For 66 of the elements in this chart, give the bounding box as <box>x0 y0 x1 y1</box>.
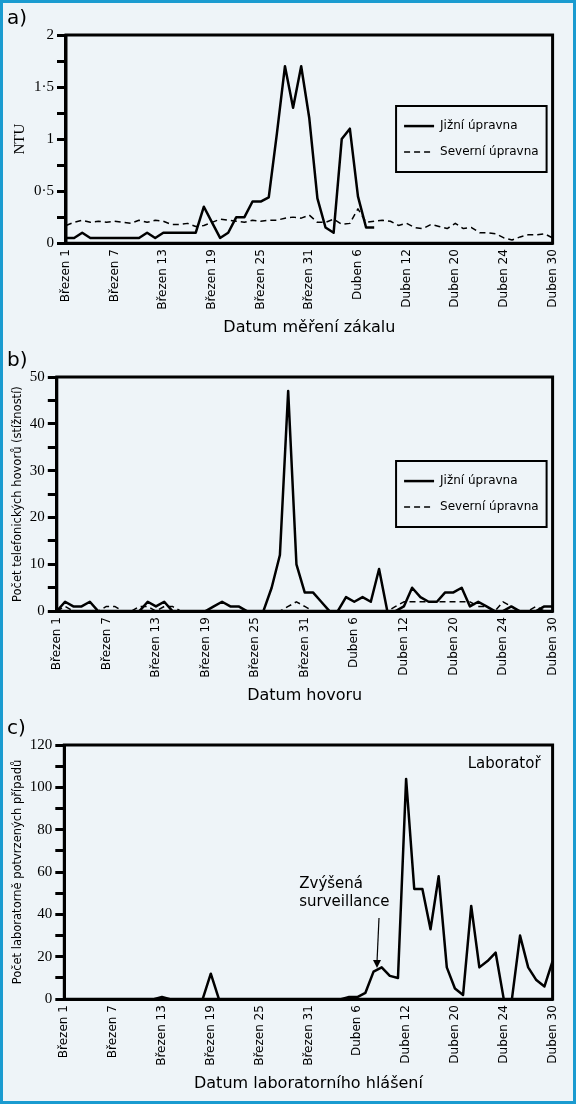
y-axis-title: Počet telefonických hovorů (stížností) <box>9 386 24 602</box>
y-tick-label: 60 <box>37 863 53 880</box>
x-tick-label: Březen 13 <box>148 617 163 678</box>
y-tick-label: 20 <box>29 508 45 525</box>
x-tick-label: Březen 25 <box>251 1005 266 1066</box>
y-tick-label: 0 <box>44 990 53 1007</box>
x-tick-label: Duben 24 <box>495 617 510 676</box>
y-axis-title: Počet laboratorně potvrzených případů <box>9 759 24 985</box>
x-tick-label: Březen 19 <box>197 617 212 678</box>
legend-label: Jižní úpravna <box>439 118 518 133</box>
y-tick-label: 30 <box>29 461 45 478</box>
x-axis-title: Datum laboratorního hlášení <box>194 1072 424 1092</box>
x-tick-label: Březen 19 <box>202 1005 217 1066</box>
x-axis-title: Datum hovoru <box>247 684 363 704</box>
y-tick-label: 50 <box>29 367 45 384</box>
x-tick-label: Duben 6 <box>346 617 361 669</box>
x-tick-label: Duben 30 <box>544 1005 559 1064</box>
x-tick-label: Březen 1 <box>48 617 63 671</box>
x-tick-label: Duben 20 <box>447 1005 462 1064</box>
y-tick-label: 2 <box>46 25 54 42</box>
legend-label: Severní úpravna <box>440 144 539 159</box>
chart-title: a) <box>7 5 28 30</box>
x-tick-label: Duben 6 <box>349 1005 364 1057</box>
x-tick-label: Březen 19 <box>204 249 219 310</box>
chart-title: c) <box>7 715 26 740</box>
text: Laboratoř <box>467 754 542 773</box>
x-tick-label: Březen 7 <box>105 1005 120 1059</box>
x-tick-label: Březen 31 <box>301 249 316 310</box>
x-axis-title: Datum měření zákalu <box>223 316 396 336</box>
x-tick-label: Duben 12 <box>398 249 413 308</box>
x-tick-label: Duben 30 <box>544 617 559 676</box>
x-tick-label: Duben 6 <box>350 249 365 301</box>
x-tick-label: Březen 13 <box>155 249 170 310</box>
y-tick-label: 1 <box>46 130 54 147</box>
y-tick-label: 80 <box>37 820 53 837</box>
annotation: Zvýšená surveillance <box>299 873 390 910</box>
y-tick-label: 0·5 <box>34 182 54 199</box>
x-tick-label: Duben 24 <box>495 1005 510 1064</box>
y-tick-label: 0 <box>37 602 45 619</box>
legend-label: Severní úpravna <box>440 499 539 514</box>
legend-label: Jižní úpravna <box>439 473 518 488</box>
y-tick-label: 0 <box>46 234 54 251</box>
chart-title: b) <box>7 347 28 372</box>
x-tick-label: Březen 31 <box>296 617 311 678</box>
y-tick-label: 120 <box>29 735 53 752</box>
x-tick-label: Březen 7 <box>98 617 113 671</box>
x-tick-label: Březen 7 <box>106 249 121 303</box>
x-tick-label: Březen 25 <box>252 249 267 310</box>
x-tick-label: Duben 12 <box>395 617 410 676</box>
y-tick-label: 40 <box>37 905 53 922</box>
x-tick-label: Březen 13 <box>154 1005 169 1066</box>
x-tick-label: Duben 30 <box>544 249 559 308</box>
x-tick-label: Duben 24 <box>496 249 511 308</box>
y-tick-label: 1·5 <box>34 77 54 94</box>
y-axis-title: NTU <box>10 123 27 155</box>
x-tick-label: Duben 20 <box>447 249 462 308</box>
x-tick-label: Duben 12 <box>398 1005 413 1064</box>
y-tick-label: 10 <box>29 555 45 572</box>
y-tick-label: 100 <box>29 778 53 795</box>
x-tick-label: Březen 1 <box>58 249 73 303</box>
x-tick-label: Březen 25 <box>247 617 262 678</box>
y-tick-label: 20 <box>37 947 53 964</box>
y-tick-label: 40 <box>29 414 45 431</box>
x-tick-label: Březen 1 <box>56 1005 71 1059</box>
x-tick-label: Duben 20 <box>445 617 460 676</box>
x-tick-label: Březen 31 <box>300 1005 315 1066</box>
